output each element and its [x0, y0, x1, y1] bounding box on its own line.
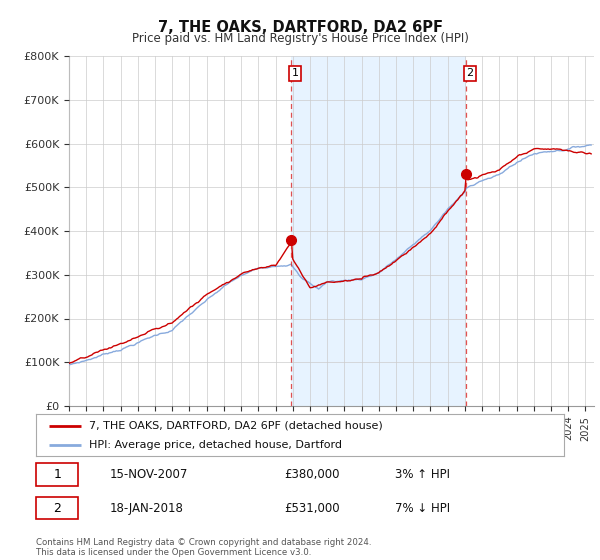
FancyBboxPatch shape: [36, 497, 78, 520]
Text: 7, THE OAKS, DARTFORD, DA2 6PF: 7, THE OAKS, DARTFORD, DA2 6PF: [157, 20, 443, 35]
Text: £531,000: £531,000: [284, 502, 340, 515]
Text: Contains HM Land Registry data © Crown copyright and database right 2024.
This d: Contains HM Land Registry data © Crown c…: [36, 538, 371, 557]
Text: Price paid vs. HM Land Registry's House Price Index (HPI): Price paid vs. HM Land Registry's House …: [131, 32, 469, 45]
Text: 2: 2: [53, 502, 61, 515]
Text: £380,000: £380,000: [284, 468, 340, 481]
Text: 1: 1: [292, 68, 299, 78]
Bar: [291, 56, 466, 406]
Text: 7, THE OAKS, DARTFORD, DA2 6PF (detached house): 7, THE OAKS, DARTFORD, DA2 6PF (detached…: [89, 421, 383, 431]
Text: HPI: Average price, detached house, Dartford: HPI: Average price, detached house, Dart…: [89, 440, 342, 450]
Text: 15-NOV-2007: 15-NOV-2007: [110, 468, 188, 481]
Text: 2: 2: [467, 68, 473, 78]
Text: 18-JAN-2018: 18-JAN-2018: [110, 502, 184, 515]
Text: 7% ↓ HPI: 7% ↓ HPI: [395, 502, 450, 515]
FancyBboxPatch shape: [36, 464, 78, 486]
Text: 3% ↑ HPI: 3% ↑ HPI: [395, 468, 450, 481]
Text: 1: 1: [53, 468, 61, 481]
